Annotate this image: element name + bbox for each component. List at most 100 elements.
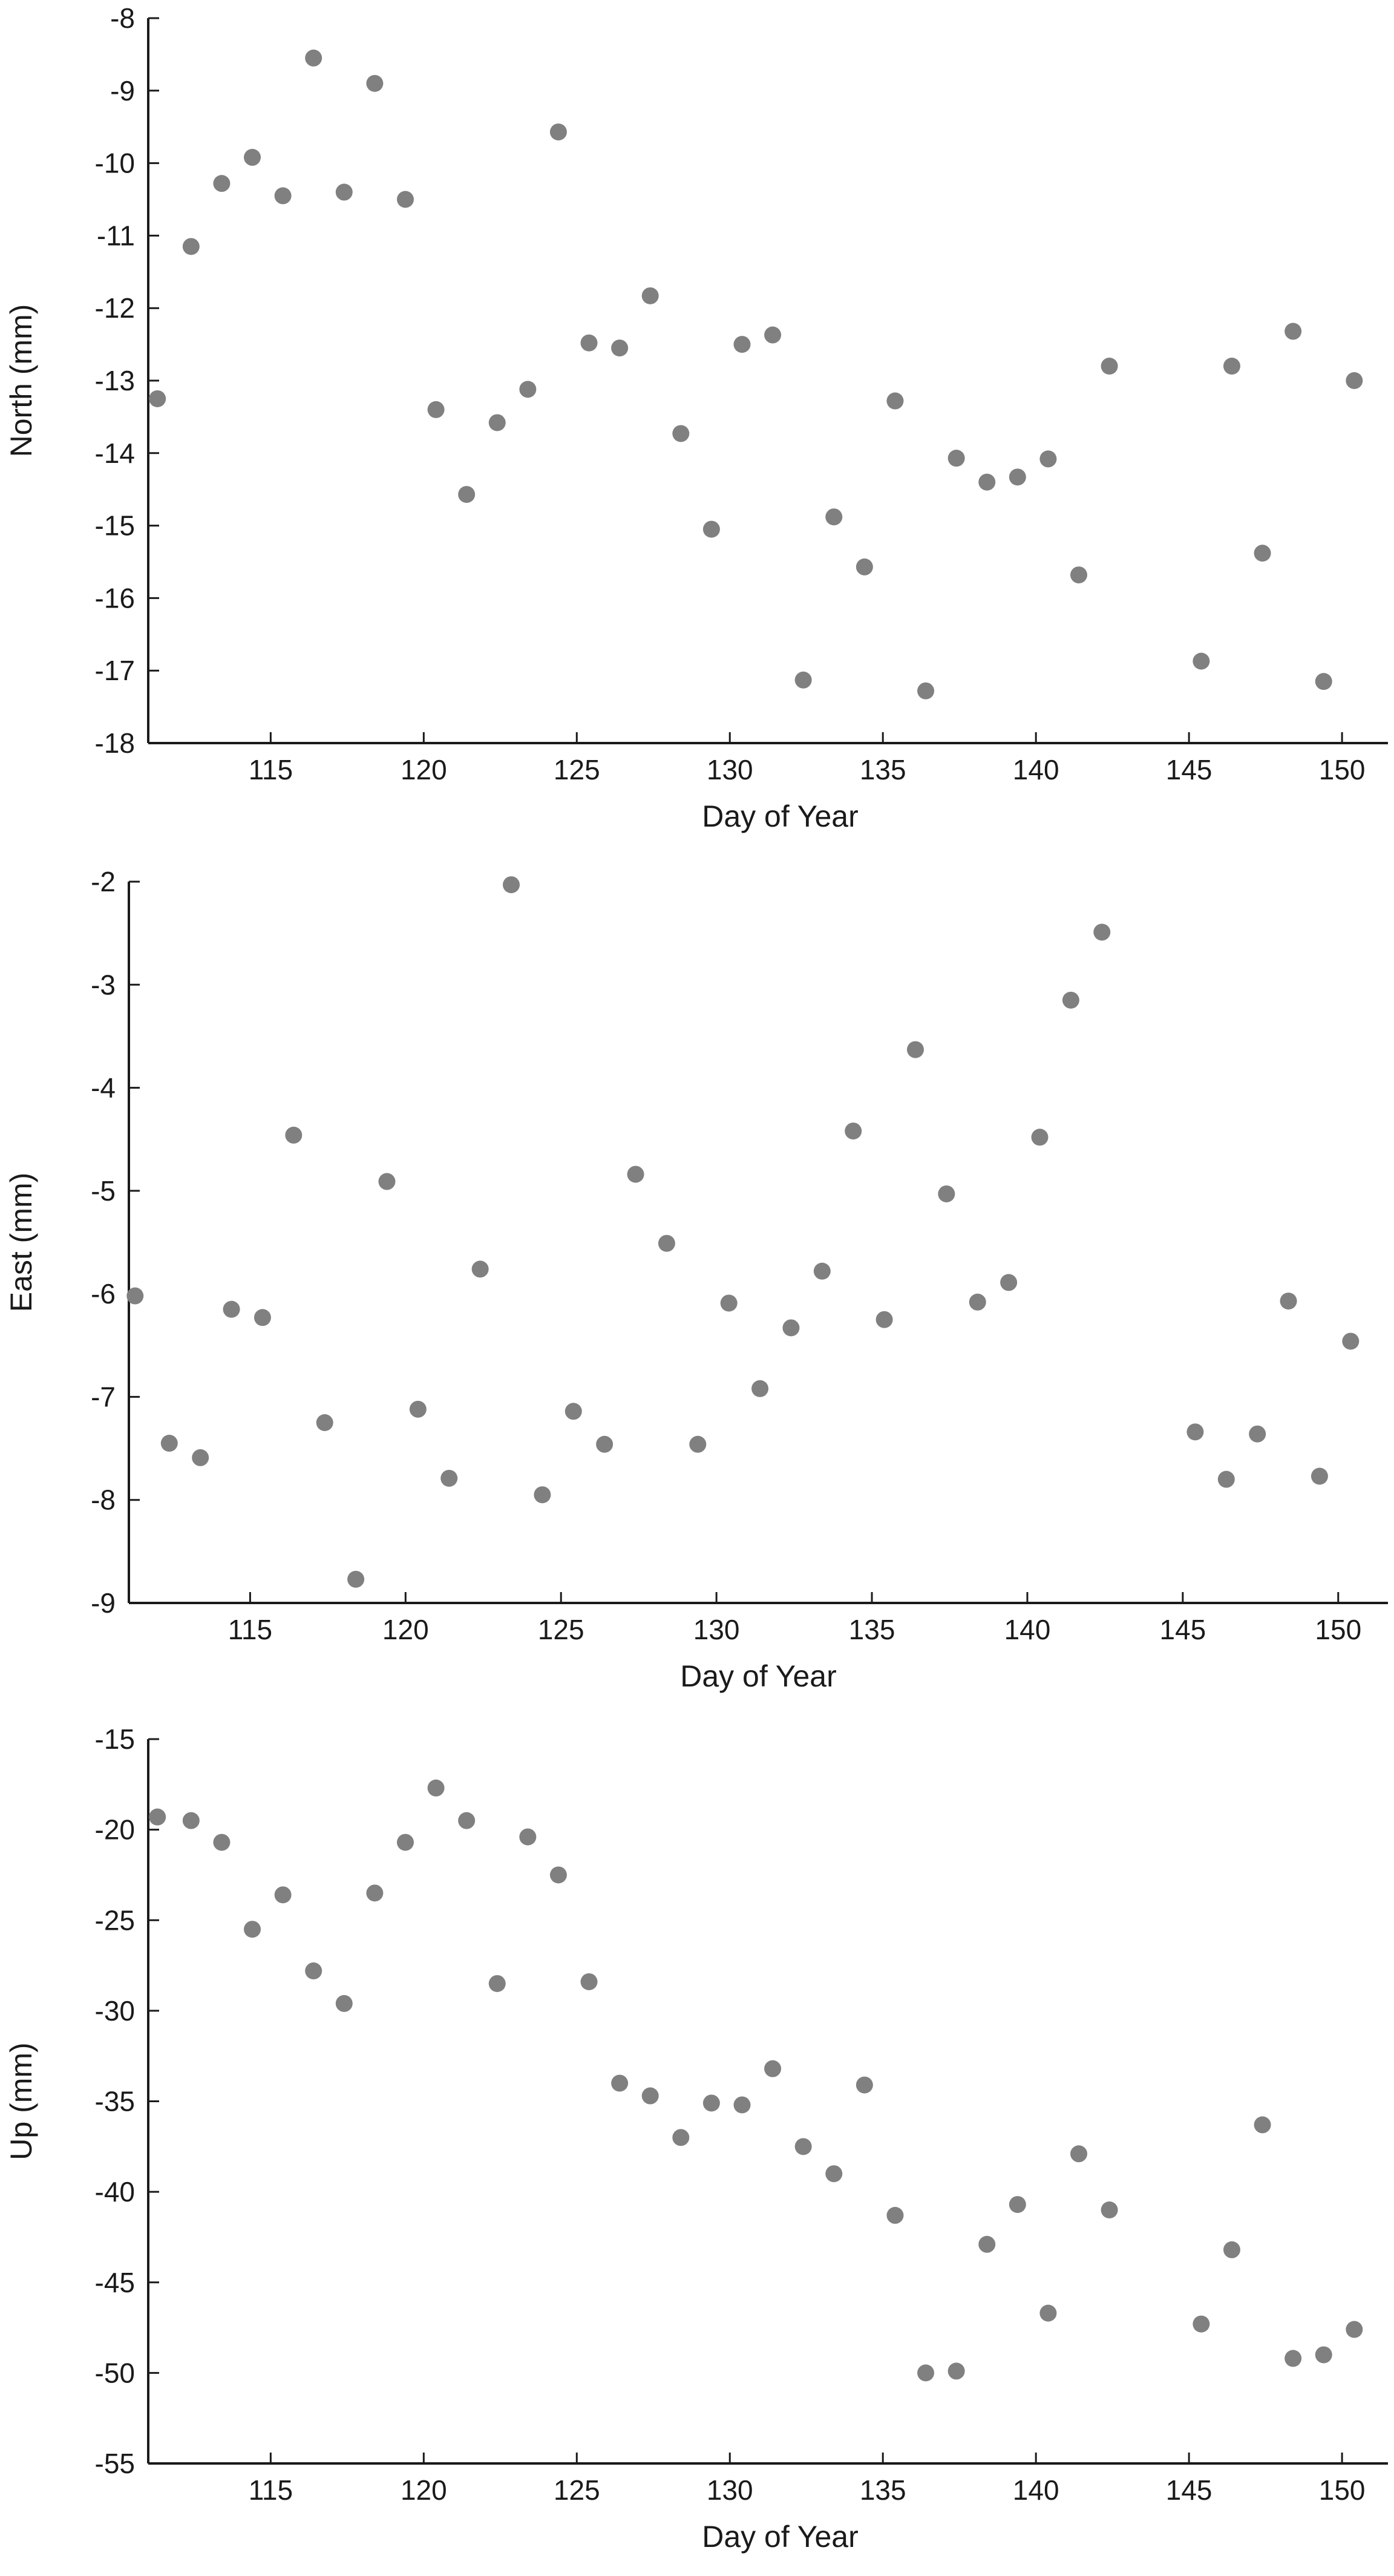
east-data-point: [378, 1173, 396, 1190]
up-data-point: [149, 1808, 166, 1826]
up-data-point: [1223, 2241, 1240, 2258]
east-data-point: [813, 1262, 831, 1280]
east-data-point: [782, 1319, 800, 1337]
up-data-point: [305, 1962, 322, 1980]
up-data-point: [672, 2129, 690, 2146]
north-data-point: [733, 336, 751, 353]
east-data-point: [1311, 1467, 1328, 1485]
up-y-tick-label: -20: [95, 1814, 135, 1846]
up-x-tick-label: 150: [1319, 2474, 1366, 2506]
east-panel: -9 -8 -7 -6 -5 -4 -3 -2 115 120 125 130 135 140 145 150…: [4, 866, 1388, 1693]
north-x-tick-label: 130: [707, 754, 753, 785]
east-data-point: [192, 1449, 209, 1466]
east-data-point: [751, 1380, 769, 1397]
east-data-point: [160, 1435, 178, 1452]
east-data-point: [285, 1126, 303, 1144]
north-data-point: [335, 183, 353, 201]
up-x-tick-label: 130: [707, 2474, 753, 2506]
east-data-point: [1031, 1129, 1049, 1146]
up-data-point: [1193, 2315, 1210, 2333]
east-data-point: [126, 1287, 144, 1305]
north-x-tick-label: 140: [1013, 754, 1059, 785]
up-data-point: [886, 2207, 904, 2224]
north-data-point: [1284, 323, 1302, 340]
east-x-tick-label: 130: [693, 1614, 740, 1645]
up-y-tick-label: -40: [95, 2176, 135, 2207]
north-y-tick-label: -12: [95, 292, 135, 324]
north-data-point: [1070, 566, 1088, 584]
up-data-point: [856, 2076, 873, 2094]
north-data-point: [917, 682, 935, 700]
north-y-tick-label: -13: [95, 365, 135, 396]
east-data-point: [347, 1570, 365, 1588]
north-data-point: [886, 392, 904, 410]
north-x-axis-title: Day of Year: [702, 799, 859, 833]
north-data-point: [458, 486, 476, 503]
east-data-point: [254, 1309, 271, 1326]
north-x-tick-label: 135: [860, 754, 906, 785]
east-data-point: [409, 1400, 427, 1418]
east-x-tick-label: 135: [849, 1614, 895, 1645]
east-y-tick-label: -4: [91, 1072, 116, 1104]
up-data-point: [488, 1975, 506, 1992]
up-data-point: [458, 1812, 476, 1829]
up-y-tick-label: -45: [95, 2267, 135, 2298]
east-data-point: [596, 1435, 614, 1453]
east-y-tick-label: -2: [91, 866, 116, 897]
east-data-point: [1093, 923, 1111, 941]
east-data-point: [1186, 1423, 1204, 1441]
north-data-point: [149, 390, 166, 407]
up-data-point: [825, 2165, 843, 2183]
north-data-point: [856, 558, 873, 575]
east-y-tick-label: -8: [91, 1484, 116, 1516]
east-data-point: [503, 876, 520, 894]
up-data-point: [764, 2060, 782, 2077]
up-data-point: [1101, 2201, 1118, 2219]
east-data-point: [969, 1293, 986, 1311]
up-data-point: [1315, 2346, 1332, 2364]
north-y-tick-label: -11: [97, 220, 135, 251]
north-x-tick-label: 125: [554, 754, 600, 785]
north-data-point: [1254, 545, 1271, 562]
up-data-point: [947, 2362, 965, 2380]
north-data-point: [549, 123, 567, 141]
north-data-point: [213, 175, 231, 192]
north-data-point: [396, 191, 414, 208]
north-y-tick-label: -9: [110, 75, 135, 107]
up-data-point: [1346, 2321, 1363, 2338]
up-data-point: [580, 1973, 598, 1990]
east-x-axis-title: Day of Year: [680, 1659, 837, 1693]
north-data-point: [305, 49, 322, 67]
up-data-point: [978, 2235, 996, 2253]
north-data-point: [947, 450, 965, 467]
up-data-point: [794, 2138, 812, 2155]
up-x-tick-label: 115: [249, 2474, 293, 2506]
up-x-tick-label: 120: [401, 2474, 447, 2506]
up-data-point: [427, 1779, 445, 1797]
north-x-tick-label: 150: [1319, 754, 1366, 785]
east-x-tick-label: 115: [228, 1614, 272, 1645]
east-y-axis-title: East (mm): [4, 1173, 38, 1313]
up-data-point: [611, 2074, 629, 2092]
north-data-point: [519, 381, 537, 398]
north-y-tick-label: -14: [95, 438, 135, 469]
north-data-point: [1101, 358, 1118, 375]
up-x-tick-label: 135: [860, 2474, 906, 2506]
north-data-point: [1346, 372, 1363, 389]
north-data-point: [641, 287, 659, 304]
up-x-axis-title: Day of Year: [702, 2520, 859, 2554]
east-data-point: [564, 1403, 582, 1420]
north-x-tick-label: 115: [249, 754, 293, 785]
up-data-point: [702, 2094, 720, 2112]
up-y-tick-label: -50: [95, 2357, 135, 2388]
east-data-point: [223, 1300, 240, 1318]
north-data-point: [794, 671, 812, 689]
east-x-tick-label: 145: [1159, 1614, 1206, 1645]
up-data-point: [1254, 2116, 1271, 2134]
north-y-tick-label: -10: [95, 148, 135, 179]
east-data-point: [875, 1311, 893, 1328]
up-data-point: [335, 1994, 353, 2012]
north-data-point: [1315, 673, 1332, 690]
up-data-point: [396, 1834, 414, 1851]
